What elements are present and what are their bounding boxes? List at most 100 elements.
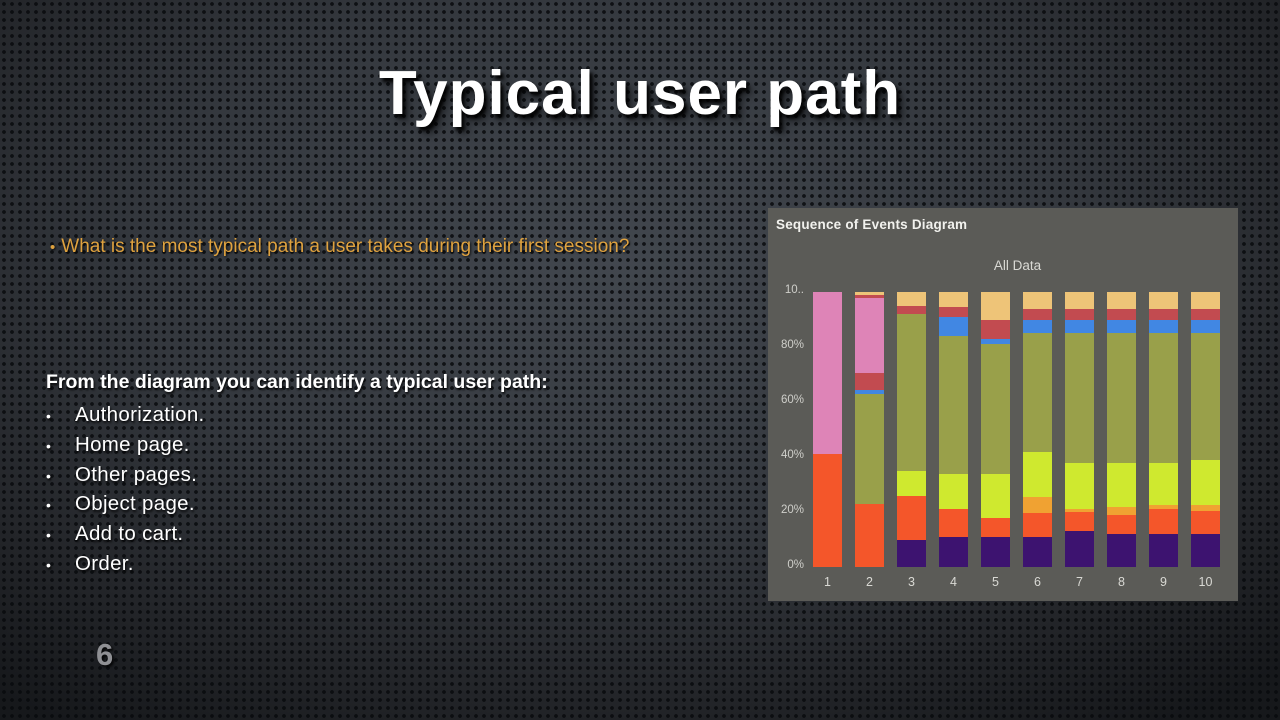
x-axis-label: 3: [908, 575, 915, 589]
bar-9: 9: [1149, 292, 1178, 589]
question-text: What is the most typical path a user tak…: [61, 236, 630, 257]
bar-segment-chartreuse: [981, 473, 1010, 518]
bar-stack: [1065, 292, 1094, 567]
bar-segment-amber: [1065, 509, 1094, 512]
bar-stack: [981, 292, 1010, 567]
bar-segment-olive: [1191, 333, 1220, 460]
x-axis-label: 5: [992, 575, 999, 589]
bar-4: 4: [939, 292, 968, 589]
bar-segment-chartreuse: [939, 473, 968, 510]
bullet-icon: •: [46, 497, 52, 514]
bar-stack: [939, 292, 968, 567]
list-heading: From the diagram you can identify a typi…: [46, 371, 548, 393]
bar-stack: [1023, 292, 1052, 567]
bar-segment-purple: [1023, 536, 1052, 567]
bar-segment-amber: [1023, 496, 1052, 514]
bar-stack: [1191, 292, 1220, 567]
bar-segment-blue: [1107, 319, 1136, 334]
bar-segment-red: [1149, 308, 1178, 320]
bullet-icon: •: [50, 239, 56, 256]
y-axis-label: 80%: [780, 339, 804, 351]
bar-segment-tan: [981, 292, 1010, 320]
list-item-text: Other pages.: [75, 462, 198, 486]
list-items: • Authorization. • Home page. • Other pages…: [46, 401, 706, 580]
bar-stack: [1107, 292, 1136, 567]
bar-segment-olive: [1023, 333, 1052, 452]
y-axis-label: 60%: [780, 394, 804, 406]
bar-segment-tan: [897, 292, 926, 306]
bar-segment-red: [855, 294, 884, 298]
y-axis-label: 40%: [780, 449, 804, 461]
bullet-icon: •: [46, 408, 52, 424]
y-axis: 10.. 80% 60% 40% 20% 0%: [768, 284, 804, 571]
x-axis-label: 1: [824, 575, 831, 589]
list-item: • Object page.: [46, 490, 706, 520]
x-axis-label: 4: [950, 575, 957, 589]
bars-area: 1 2 3 4 5 6 7 8 9 10: [813, 292, 1220, 589]
bar-segment-red: [1065, 308, 1094, 320]
list-item: • Authorization.: [46, 401, 706, 431]
bar-segment-blue: [1191, 319, 1220, 334]
bar-segment-orange: [1065, 512, 1094, 532]
bar-7: 7: [1065, 292, 1094, 589]
bar-segment-orange: [939, 509, 968, 537]
x-axis-label: 2: [866, 575, 873, 589]
bar-8: 8: [1107, 292, 1136, 589]
bar-segment-blue: [1149, 319, 1178, 334]
bar-segment-amber: [1107, 506, 1136, 515]
y-axis-label: 10..: [784, 284, 804, 296]
bar-segment-tan: [1065, 292, 1094, 309]
bar-segment-purple: [1191, 534, 1220, 567]
bar-1: 1: [813, 292, 842, 589]
bar-segment-chartreuse: [1107, 462, 1136, 507]
bar-segment-olive: [1107, 333, 1136, 463]
list-item: • Order.: [46, 550, 706, 580]
bar-segment-pink: [813, 292, 842, 455]
bar-segment-orange: [981, 517, 1010, 537]
question: • What is the most typical path a user ta…: [50, 232, 650, 263]
bar-segment-orange: [897, 495, 926, 540]
bar-segment-chartreuse: [1065, 462, 1094, 510]
bar-segment-chartreuse: [1023, 451, 1052, 497]
bar-segment-orange: [1191, 510, 1220, 534]
bar-segment-olive: [981, 344, 1010, 474]
bullet-icon: •: [46, 437, 52, 454]
bar-5: 5: [981, 292, 1010, 589]
x-axis-label: 9: [1160, 575, 1167, 589]
bar-segment-red: [855, 373, 884, 390]
list-item-text: Object page.: [75, 492, 195, 516]
bar-segment-tan: [1191, 292, 1220, 309]
bar-stack: [813, 292, 842, 567]
bar-segment-chartreuse: [1149, 462, 1178, 506]
x-axis-label: 6: [1034, 575, 1041, 589]
x-axis-label: 8: [1118, 575, 1125, 589]
bar-segment-olive: [1065, 333, 1094, 463]
bar-segment-red: [897, 305, 926, 314]
bar-segment-olive: [855, 393, 884, 504]
list-item-text: Home page.: [75, 432, 190, 456]
bar-segment-orange: [855, 503, 884, 567]
sequence-of-events-chart: Sequence of Events Diagram All Data 10..…: [768, 208, 1238, 601]
bar-segment-tan: [1107, 292, 1136, 309]
bullet-icon: •: [46, 556, 52, 573]
bar-segment-amber: [1191, 505, 1220, 511]
list-item: • Other pages.: [46, 461, 706, 491]
bar-segment-orange: [1023, 513, 1052, 537]
bar-segment-pink: [855, 297, 884, 374]
bar-segment-chartreuse: [897, 470, 926, 496]
bar-segment-purple: [1107, 534, 1136, 567]
bar-segment-tan: [1149, 292, 1178, 309]
bar-segment-tan: [1023, 292, 1052, 309]
bar-segment-purple: [981, 536, 1010, 567]
chart-title: Sequence of Events Diagram: [776, 217, 968, 232]
bar-segment-tan: [939, 292, 968, 308]
bar-segment-olive: [1149, 333, 1178, 463]
bar-6: 6: [1023, 292, 1052, 589]
list-item: • Add to cart.: [46, 520, 706, 550]
list-item-text: Authorization.: [75, 403, 205, 426]
y-axis-label: 0%: [787, 559, 804, 571]
bar-2: 2: [855, 292, 884, 589]
bar-segment-purple: [939, 536, 968, 567]
bar-segment-orange: [813, 454, 842, 567]
